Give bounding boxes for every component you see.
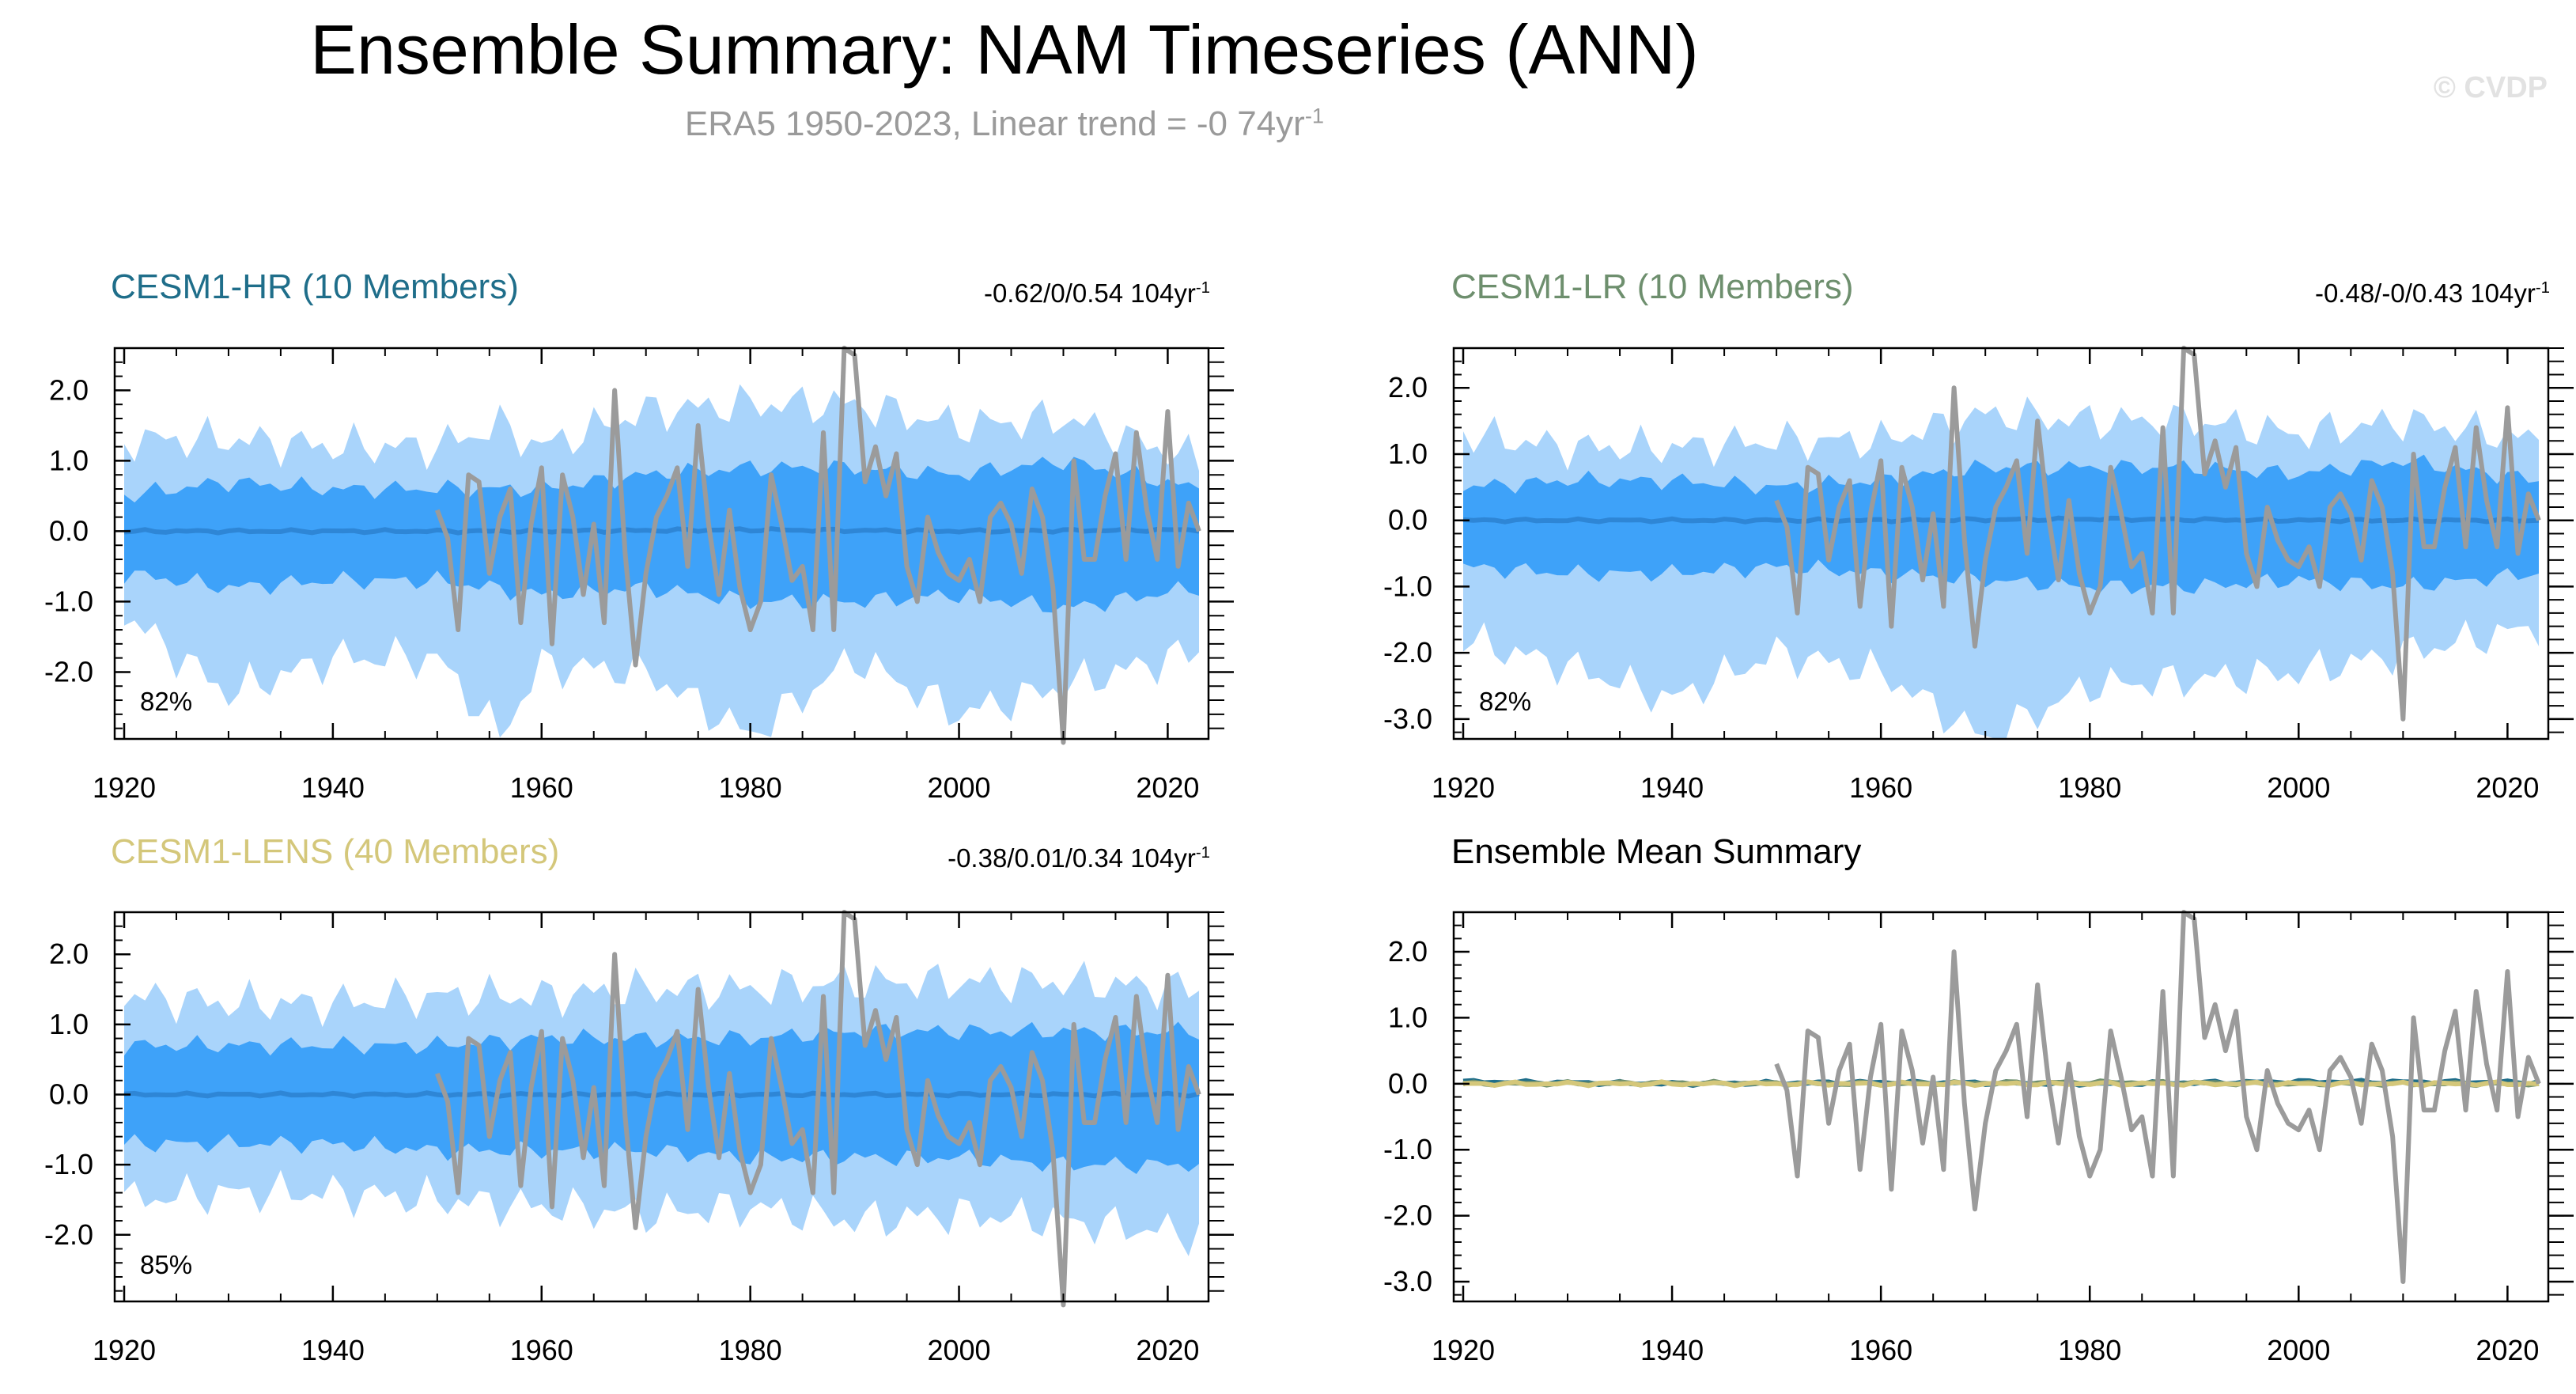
x-tick-label: 2000 [2267,1334,2330,1366]
x-tick-label: 1920 [93,1334,156,1366]
x-tick-label: 1980 [2058,1334,2121,1366]
x-tick-label: 2000 [2267,771,2330,804]
x-tick-label: 2000 [927,771,990,804]
x-tick-label: 1960 [510,771,573,804]
ensemble-mean-line [1462,515,2540,525]
panel-title-summary: Ensemble Mean Summary [1451,832,1862,871]
panel-title-lens: CESM1-LENS (40 Members) [111,832,560,871]
x-tick-label: 1940 [1640,1334,1704,1366]
x-tick-label: 2020 [2476,771,2539,804]
watermark: © CVDP [2433,71,2548,104]
x-tick-label: 2000 [927,1334,990,1366]
y-tick-label: -2.0 [1383,636,1432,669]
observed-line-era5 [435,910,1201,1308]
panel-plot-lens: 1920 1940 1960 1980 2000 2020 2.0 1.0 0.0 -1.0 -2.… [44,910,1234,1366]
trend-text: -0.48/-0/0.43 104yr [2314,278,2536,308]
trend-superscript: -1 [2535,278,2550,297]
panel-pct-lens: 85% [140,1250,193,1279]
y-tick-label: 2.0 [49,938,89,970]
y-tick-label: -2.0 [1383,1199,1432,1232]
x-tick-label: 2020 [1136,771,1199,804]
panel-title-hr: CESM1-HR (10 Members) [111,267,519,306]
panel-trend-lr: -0.48/-0/0.43 104yr-1 [2315,278,2550,309]
y-tick-label: -1.0 [44,1148,93,1180]
x-tick-label: 1920 [1432,1334,1495,1366]
panel-trend-hr: -0.62/0/0.54 104yr-1 [984,278,1210,309]
plot-frame [1452,347,2550,741]
x-tick-label: 2020 [2476,1334,2539,1366]
x-tick-label: 1940 [301,1334,365,1366]
plot-frame [113,911,1210,1303]
trend-text: -0.62/0/0.54 104yr [983,278,1196,308]
panel-plot-lr: 1920 1940 1960 1980 2000 2020 2.0 1.0 0.0 -1.0 -2.… [1383,346,2574,804]
trend-superscript: -1 [1195,278,1210,297]
x-tick-label: 2020 [1136,1334,1199,1366]
x-tick-label: 1920 [1432,771,1495,804]
panel-title-lr: CESM1-LR (10 Members) [1451,267,1854,306]
ensemble-mean-line [123,1090,1200,1099]
y-tick-label: 2.0 [1388,935,1428,968]
x-tick-label: 1980 [719,1334,782,1366]
band-inner [124,456,1199,613]
band-inner [124,1021,1199,1174]
panel-pct-hr: 82% [140,687,193,716]
plot-frame [113,347,1210,741]
trend-superscript: -1 [1195,843,1210,862]
y-tick-label: -1.0 [1383,570,1432,602]
y-tick-label: 1.0 [1388,438,1428,470]
y-tick-label: 2.0 [1388,371,1428,403]
x-tick-label: 1920 [93,771,156,804]
ensemble-mean-line [123,526,1200,536]
subtitle-superscript: -1 [1304,103,1325,128]
main-title: Ensemble Summary: NAM Timeseries (ANN) [310,10,1699,89]
y-tick-label: 0.0 [1388,504,1428,536]
y-tick-label: 1.0 [1388,1001,1428,1033]
y-tick-label: 0.0 [49,1078,89,1110]
observed-line-era5 [1774,346,2541,722]
y-tick-label: -3.0 [1383,703,1432,735]
panel-plot-summary: 1920 1940 1960 1980 2000 2020 2.0 1.0 0.0 -1.0 -2.… [1383,910,2574,1366]
x-tick-label: 1960 [1849,1334,1912,1366]
x-tick-label: 1980 [2058,771,2121,804]
x-tick-label: 1980 [719,771,782,804]
y-tick-label: -1.0 [1383,1133,1432,1165]
panel-plot-hr: 1920 1940 1960 1980 2000 2020 2.0 1.0 0.0 -1.0 -2.… [44,346,1234,804]
panel-pct-lr: 82% [1479,687,1532,716]
trend-text: -0.38/0.01/0.34 104yr [948,843,1196,873]
y-tick-label: 1.0 [49,444,89,476]
x-tick-label: 1960 [1849,771,1912,804]
y-tick-label: 1.0 [49,1008,89,1040]
observed-line-era5 [435,346,1201,745]
y-tick-label: -1.0 [44,585,93,617]
x-tick-label: 1960 [510,1334,573,1366]
plot-frame [1452,911,2550,1303]
subtitle-text: ERA5 1950-2023, Linear trend = -0 74yr [684,104,1305,143]
x-tick-label: 1940 [301,771,365,804]
y-tick-label: 0.0 [1388,1067,1428,1100]
summary-line-cesm1-lens [1462,1079,2540,1089]
y-tick-label: -3.0 [1383,1265,1432,1297]
y-tick-label: 2.0 [49,373,89,406]
observed-line-era5 [1774,910,2541,1284]
band-inner [1463,454,2539,595]
panel-trend-lens: -0.38/0.01/0.34 104yr-1 [948,843,1210,873]
y-tick-label: -2.0 [44,655,93,688]
y-tick-label: 0.0 [49,514,89,547]
main-subtitle: ERA5 1950-2023, Linear trend = -0 74yr-1 [0,104,2009,144]
x-tick-label: 1940 [1640,771,1704,804]
y-tick-label: -2.0 [44,1218,93,1251]
